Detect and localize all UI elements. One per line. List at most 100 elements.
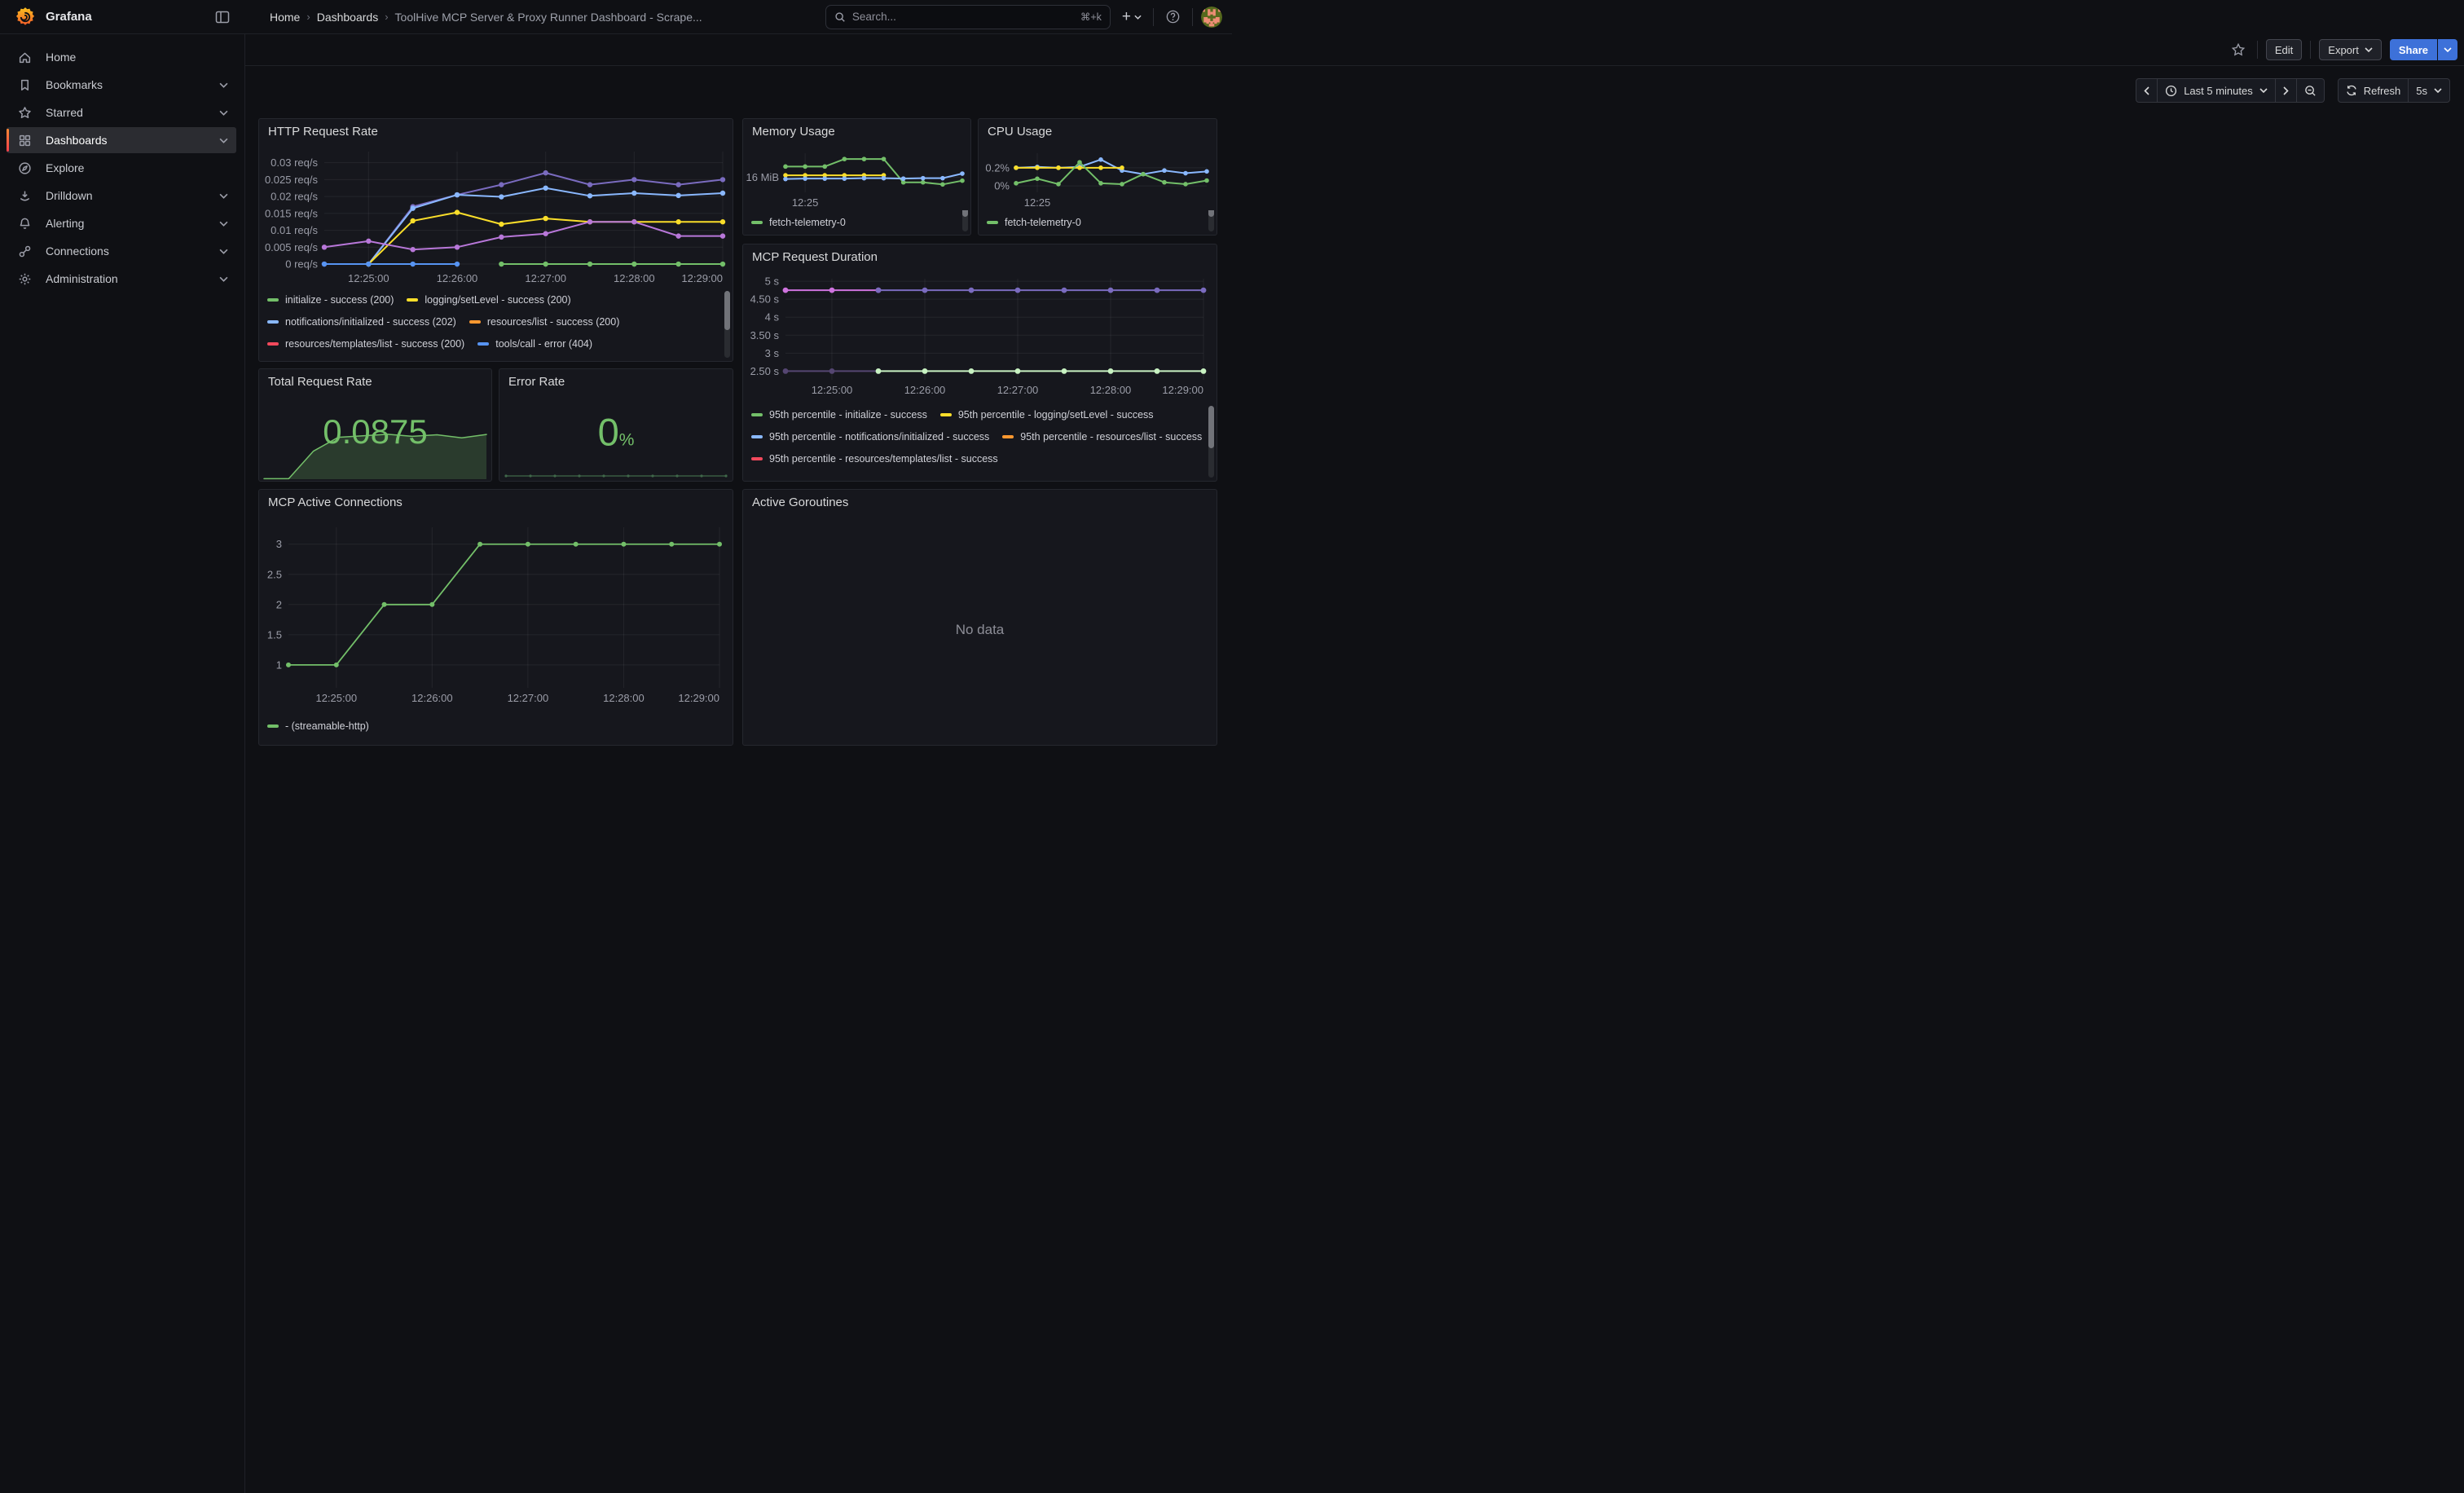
sidebar-item-starred[interactable]: Starred: [7, 99, 236, 126]
star-dashboard-button[interactable]: [2228, 39, 2249, 60]
http-request-rate-chart: 12:25:0012:26:0012:27:0012:28:0012:29:00…: [259, 143, 733, 288]
breadcrumb-dashboards[interactable]: Dashboards: [317, 11, 379, 24]
legend-item[interactable]: logging/setLevel - success (200): [407, 292, 570, 308]
brand-area: Grafana: [0, 0, 245, 33]
link-icon: [18, 244, 33, 258]
mcp-request-duration-chart: 12:25:0012:26:0012:27:0012:28:0012:29:00…: [743, 269, 1217, 403]
sidebar-item-bookmarks[interactable]: Bookmarks: [7, 72, 236, 98]
breadcrumb: Home › Dashboards › ToolHive MCP Server …: [245, 11, 702, 24]
refresh-interval-picker[interactable]: 5s: [2409, 78, 2450, 103]
svg-text:12:25: 12:25: [792, 196, 819, 209]
legend-item[interactable]: resources/list - success (200): [469, 314, 620, 330]
panel-title[interactable]: MCP Request Duration: [743, 244, 1217, 269]
apps-icon: [18, 133, 33, 148]
svg-text:12:26:00: 12:26:00: [437, 272, 478, 284]
legend-item[interactable]: 95th percentile - logging/setLevel - suc…: [940, 407, 1154, 423]
share-menu-button[interactable]: [2438, 39, 2457, 60]
search-box[interactable]: ⌘+k: [825, 5, 1111, 29]
sidebar-item-explore[interactable]: Explore: [7, 155, 236, 181]
gear-icon: [18, 271, 33, 286]
time-shift-back-button[interactable]: [2136, 78, 2158, 103]
sidebar-item-dashboards[interactable]: Dashboards: [7, 127, 236, 153]
edit-button[interactable]: Edit: [2266, 39, 2302, 60]
chevron-down-icon[interactable]: [219, 110, 228, 116]
legend-item[interactable]: tools/call - success (200): [267, 358, 398, 361]
duration-legend: 95th percentile - initialize - success 95…: [743, 403, 1217, 481]
legend-label: notifications/initialized - success (202…: [285, 316, 456, 328]
export-button[interactable]: Export: [2319, 39, 2382, 60]
panel-title[interactable]: Total Request Rate: [259, 369, 491, 394]
svg-text:12:25:00: 12:25:00: [812, 384, 853, 396]
legend-item[interactable]: tools/list - success (200): [411, 358, 538, 361]
search-shortcut: ⌘+k: [1080, 11, 1102, 23]
panel-active-goroutines: Active Goroutines No data: [742, 489, 1217, 746]
zoom-out-time-button[interactable]: [2297, 78, 2325, 103]
legend-item[interactable]: 95th percentile - notifications/initiali…: [751, 429, 989, 445]
legend-label: fetch-telemetry-0: [769, 217, 846, 228]
legend-item[interactable]: fetch-telemetry-0: [987, 214, 1081, 231]
chevron-down-icon[interactable]: [219, 221, 228, 227]
legend-item[interactable]: tools/call - error (404): [477, 336, 592, 352]
user-avatar[interactable]: [1201, 7, 1222, 28]
panel-http-request-rate: HTTP Request Rate 12:25:0012:26:0012:27:…: [258, 118, 733, 362]
panel-left-icon: [214, 9, 231, 25]
panel-title[interactable]: HTTP Request Rate: [259, 119, 733, 143]
panel-title[interactable]: Active Goroutines: [743, 490, 1217, 514]
add-new-button[interactable]: +: [1119, 11, 1145, 23]
divider: [2257, 41, 2258, 59]
error-rate-unit: %: [619, 431, 635, 450]
chevron-down-icon: [2365, 47, 2373, 52]
breadcrumb-home[interactable]: Home: [270, 11, 300, 24]
sidebar-item-administration[interactable]: Administration: [7, 266, 236, 292]
panel-memory-usage: Memory Usage 12:2516 MiB fetch-telemetry…: [742, 118, 971, 236]
legend-scrollbar[interactable]: [962, 210, 968, 231]
chevron-down-icon: [2444, 47, 2452, 52]
sidebar-item-connections[interactable]: Connections: [7, 238, 236, 264]
chevron-down-icon[interactable]: [219, 82, 228, 88]
sidebar-item-label: Drilldown: [46, 189, 219, 202]
sidebar-collapse-button[interactable]: [211, 6, 234, 29]
legend-scrollbar[interactable]: [1208, 210, 1214, 231]
legend-item[interactable]: 95th percentile - resources/list - succe…: [1002, 429, 1202, 445]
help-button[interactable]: [1162, 6, 1184, 28]
time-range-label: Last 5 minutes: [2184, 85, 2253, 97]
legend-item[interactable]: resources/templates/list - success (200): [267, 336, 464, 352]
legend-color-chip: [267, 724, 279, 728]
chevron-down-icon[interactable]: [219, 138, 228, 143]
panel-title[interactable]: CPU Usage: [979, 119, 1217, 143]
chevron-down-icon[interactable]: [219, 193, 228, 199]
legend-item[interactable]: fetch-telemetry-0: [751, 214, 846, 231]
svg-text:12:28:00: 12:28:00: [603, 692, 645, 704]
time-shift-forward-button[interactable]: [2276, 78, 2297, 103]
sidebar-item-alerting[interactable]: Alerting: [7, 210, 236, 236]
legend-item[interactable]: unknown - success (200): [551, 358, 682, 361]
legend-item[interactable]: 95th percentile - resources/templates/li…: [751, 451, 998, 467]
panel-title[interactable]: Memory Usage: [743, 119, 970, 143]
legend-item[interactable]: - (streamable-http): [267, 718, 369, 734]
legend-item[interactable]: notifications/initialized - success (202…: [267, 314, 456, 330]
sidebar-nav: HomeBookmarksStarredDashboardsExplore Dri…: [0, 44, 244, 292]
svg-text:0.01 req/s: 0.01 req/s: [271, 224, 318, 236]
search-input[interactable]: [852, 11, 1074, 23]
legend-item[interactable]: 95th percentile - initialize - success: [751, 407, 927, 423]
connections-legend: - (streamable-http): [259, 714, 733, 745]
no-data-message: No data: [743, 622, 1217, 638]
sidebar-item-label: Alerting: [46, 217, 219, 230]
sidebar-item-home[interactable]: Home: [7, 44, 236, 70]
svg-text:12:27:00: 12:27:00: [525, 272, 566, 284]
time-range-picker[interactable]: Last 5 minutes: [2158, 78, 2276, 103]
chevron-down-icon[interactable]: [219, 276, 228, 282]
panel-title[interactable]: MCP Active Connections: [259, 490, 733, 514]
legend-item[interactable]: initialize - success (200): [267, 292, 394, 308]
sidebar-item-drilldown[interactable]: Drilldown: [7, 183, 236, 209]
cpu-usage-chart: 12:250.2%0%: [979, 143, 1217, 210]
share-button[interactable]: Share: [2390, 39, 2437, 60]
refresh-button[interactable]: Refresh: [2338, 78, 2409, 103]
legend-scrollbar[interactable]: [1208, 406, 1214, 478]
time-controls: Last 5 minutes: [2136, 78, 2450, 103]
legend-scrollbar[interactable]: [724, 291, 730, 358]
refresh-icon: [2346, 85, 2357, 96]
memory-usage-chart: 12:2516 MiB: [743, 143, 970, 210]
panel-title[interactable]: Error Rate: [499, 369, 733, 394]
chevron-down-icon[interactable]: [219, 249, 228, 254]
